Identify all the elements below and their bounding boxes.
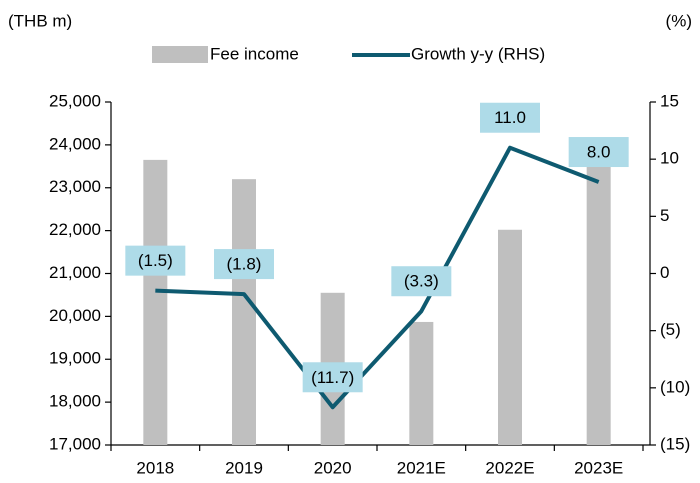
bar xyxy=(409,321,434,445)
data-label: (1.5) xyxy=(138,251,173,270)
bar xyxy=(232,179,256,446)
data-label: 11.0 xyxy=(494,108,526,127)
y2-axis-label: (%) xyxy=(666,11,692,30)
data-label: (1.8) xyxy=(227,255,262,274)
y-tick-label: 24,000 xyxy=(49,134,101,153)
label-box xyxy=(214,249,274,280)
y-tick-label: 21,000 xyxy=(49,263,101,282)
x-tick-label: 2022E xyxy=(485,458,534,477)
y2-tick-label: 5 xyxy=(660,206,669,225)
x-tick-label: 2023E xyxy=(574,458,623,477)
y-tick-label: 20,000 xyxy=(49,306,101,325)
data-label: 8.0 xyxy=(587,143,611,162)
bar xyxy=(498,229,522,445)
bar xyxy=(586,166,611,445)
line xyxy=(155,145,600,410)
legend-swatch xyxy=(152,46,208,63)
y-tick-label: 19,000 xyxy=(49,349,101,368)
bar xyxy=(143,159,168,445)
label-box xyxy=(568,137,629,168)
legend-label: Growth y-y (RHS) xyxy=(411,44,545,63)
legend-label: Fee income xyxy=(210,44,299,63)
y-tick-label: 23,000 xyxy=(49,177,101,196)
label-box xyxy=(125,245,186,276)
y2-tick-label: 10 xyxy=(660,149,679,168)
y2-tick-label: 0 xyxy=(660,263,669,282)
y2-tick-label: (10) xyxy=(660,377,690,396)
y-tick-label: 25,000 xyxy=(49,91,101,110)
y-tick-label: 22,000 xyxy=(49,220,101,239)
y-axis-label: (THB m) xyxy=(8,11,72,30)
x-tick-label: 2019 xyxy=(225,458,263,477)
y-tick-label: 18,000 xyxy=(49,392,101,411)
x-tick-label: 2018 xyxy=(136,458,174,477)
label-box xyxy=(480,102,540,133)
data-label: (11.7) xyxy=(311,368,354,387)
y2-tick-label: 15 xyxy=(660,91,679,110)
y2-tick-label: (15) xyxy=(660,434,690,453)
y2-tick-label: (5) xyxy=(660,320,681,339)
label-box xyxy=(391,266,452,297)
x-tick-label: 2020 xyxy=(314,458,352,477)
y-tick-label: 17,000 xyxy=(49,434,101,453)
label-box xyxy=(302,362,363,393)
data-label: (3.3) xyxy=(404,272,439,291)
x-tick-label: 2021E xyxy=(397,458,446,477)
